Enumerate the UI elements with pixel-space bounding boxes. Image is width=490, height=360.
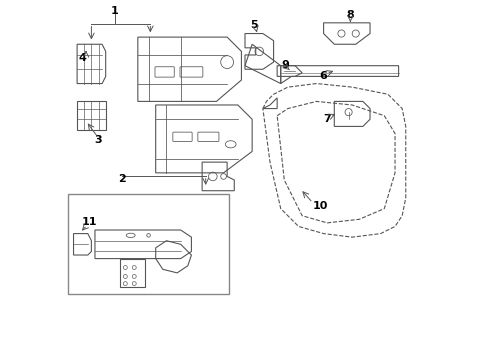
Text: 5: 5 — [250, 19, 258, 30]
Text: 7: 7 — [323, 113, 331, 123]
Text: 10: 10 — [313, 201, 328, 211]
Bar — [68, 194, 229, 294]
Text: 2: 2 — [118, 174, 125, 184]
Text: 4: 4 — [78, 53, 86, 63]
Text: 8: 8 — [346, 10, 354, 20]
Text: 11: 11 — [82, 217, 98, 227]
Text: 3: 3 — [94, 135, 101, 145]
Text: 6: 6 — [319, 71, 327, 81]
Text: 1: 1 — [111, 6, 119, 17]
Text: 9: 9 — [281, 60, 289, 70]
